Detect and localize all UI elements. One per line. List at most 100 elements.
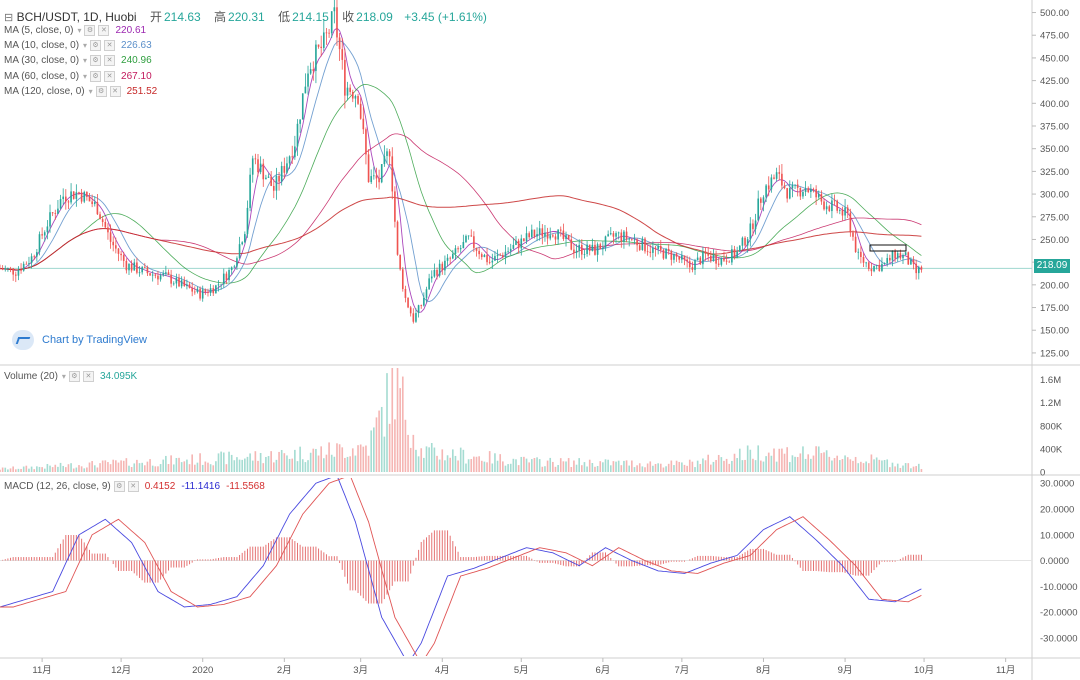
tradingview-branding[interactable]: Chart by TradingView	[12, 330, 147, 350]
candle-body	[686, 259, 688, 262]
price-tick-label: 425.00	[1040, 76, 1069, 87]
settings-icon[interactable]: ⚙	[84, 25, 96, 36]
candle-body	[386, 151, 388, 156]
candle-body	[799, 187, 802, 197]
candle-body	[9, 268, 12, 269]
tradingview-logo-icon	[12, 330, 34, 350]
candle-body	[741, 237, 744, 246]
volume-legend[interactable]: Volume (20) ▾ ⚙ ✕ 34.095K	[4, 371, 137, 383]
volume-bar	[201, 464, 204, 472]
price-axis: 500.00 475.00 450.00 425.00 400.00 375.00 350.…	[1032, 8, 1078, 644]
volume-bar	[122, 460, 125, 472]
volume-bar	[72, 468, 75, 472]
settings-icon[interactable]: ⚙	[90, 40, 102, 51]
chevron-down-icon[interactable]: ▾	[83, 72, 88, 82]
close-icon[interactable]: ✕	[109, 86, 121, 97]
candle-body	[544, 232, 546, 237]
collapse-icon[interactable]: ⊟	[4, 12, 14, 24]
volume-bar	[707, 454, 709, 472]
candle-body	[291, 156, 294, 158]
volume-bar	[633, 467, 636, 472]
candle-body	[623, 231, 625, 242]
settings-icon[interactable]: ⚙	[95, 86, 107, 97]
candle-body	[807, 188, 810, 193]
volume-bar	[420, 448, 423, 472]
candle-body	[330, 11, 333, 34]
ma-legend-30[interactable]: MA (30, close, 0) ▾ ⚙ ✕ 240.96	[4, 55, 152, 67]
candle-body	[496, 254, 499, 257]
volume-bar	[749, 449, 752, 472]
volume-bar	[99, 463, 101, 472]
candle-body	[117, 248, 120, 254]
volume-bar	[833, 458, 836, 472]
candle-body	[212, 288, 215, 294]
macd-legend[interactable]: MACD (12, 26, close, 9) ⚙ ✕ 0.4152 -11.1416-…	[4, 481, 265, 493]
ma-legend-5[interactable]: MA (5, close, 0) ▾ ⚙ ✕ 220.61	[4, 25, 146, 37]
ma-legend-60[interactable]: MA (60, close, 0) ▾ ⚙ ✕ 267.10	[4, 71, 152, 83]
volume-bar	[275, 459, 278, 472]
candle-body	[162, 273, 165, 276]
candle-body	[196, 288, 199, 293]
volume-bar	[93, 465, 96, 472]
volume-bar	[138, 463, 141, 472]
chevron-down-icon[interactable]: ▾	[77, 26, 82, 36]
volume-bar	[452, 449, 454, 472]
selection-box[interactable]	[869, 244, 907, 252]
settings-icon[interactable]: ⚙	[113, 481, 125, 492]
volume-bar	[28, 468, 30, 472]
close-icon[interactable]: ✕	[98, 25, 110, 36]
candle-body	[115, 245, 117, 249]
candle-body	[865, 262, 867, 264]
settings-icon[interactable]: ⚙	[68, 371, 80, 382]
volume-bar	[457, 460, 459, 472]
candle-body	[296, 123, 299, 147]
settings-icon[interactable]: ⚙	[90, 55, 102, 66]
chevron-down-icon[interactable]: ▾	[83, 41, 88, 51]
macd-line	[0, 478, 922, 656]
candle-body	[562, 230, 565, 239]
volume-bar	[1, 467, 4, 472]
candle-body	[565, 235, 567, 239]
volume-bar	[167, 464, 170, 472]
volume-bar	[573, 460, 575, 472]
ma-legend-10[interactable]: MA (10, close, 0) ▾ ⚙ ✕ 226.63	[4, 40, 152, 52]
candle-body	[75, 192, 78, 199]
candle-body	[473, 236, 475, 248]
volume-bar	[341, 447, 344, 472]
close-icon[interactable]: ✕	[127, 481, 139, 492]
chevron-down-icon[interactable]: ▾	[83, 56, 88, 66]
volume-bar	[288, 458, 291, 472]
ma-legend-120[interactable]: MA (120, close, 0) ▾ ⚙ ✕ 251.52	[4, 86, 157, 98]
chevron-down-icon[interactable]: ▾	[61, 372, 66, 382]
volume-bar	[917, 463, 920, 472]
volume-bar	[654, 463, 657, 472]
candle-body	[20, 269, 22, 271]
volume-bar	[86, 467, 88, 472]
volume-bar	[46, 463, 49, 472]
candle-body	[246, 207, 249, 235]
candle-body	[870, 268, 873, 272]
settings-icon[interactable]: ⚙	[90, 71, 102, 82]
candle-body	[728, 261, 731, 263]
volume-bar	[172, 464, 175, 472]
volume-bar	[130, 467, 133, 472]
close-icon[interactable]: ✕	[104, 71, 116, 82]
open-label: 开	[149, 10, 162, 24]
chevron-down-icon[interactable]: ▾	[88, 87, 93, 97]
candle-body	[333, 7, 336, 12]
candle-body	[715, 255, 717, 264]
candle-body	[915, 263, 917, 274]
candle-body	[615, 233, 617, 237]
close-icon[interactable]: ✕	[104, 40, 116, 51]
candlestick-series	[0, 0, 923, 324]
high-value: 220.31	[228, 10, 265, 24]
volume-bar	[786, 447, 788, 472]
close-icon[interactable]: ✕	[82, 371, 94, 382]
symbol-title[interactable]: BCH/USDT, 1D, Huobi	[16, 10, 137, 24]
price-tick-label: 450.00	[1040, 53, 1069, 64]
volume-bar	[623, 460, 625, 472]
close-icon[interactable]: ✕	[104, 55, 116, 66]
volume-bar	[257, 460, 259, 472]
